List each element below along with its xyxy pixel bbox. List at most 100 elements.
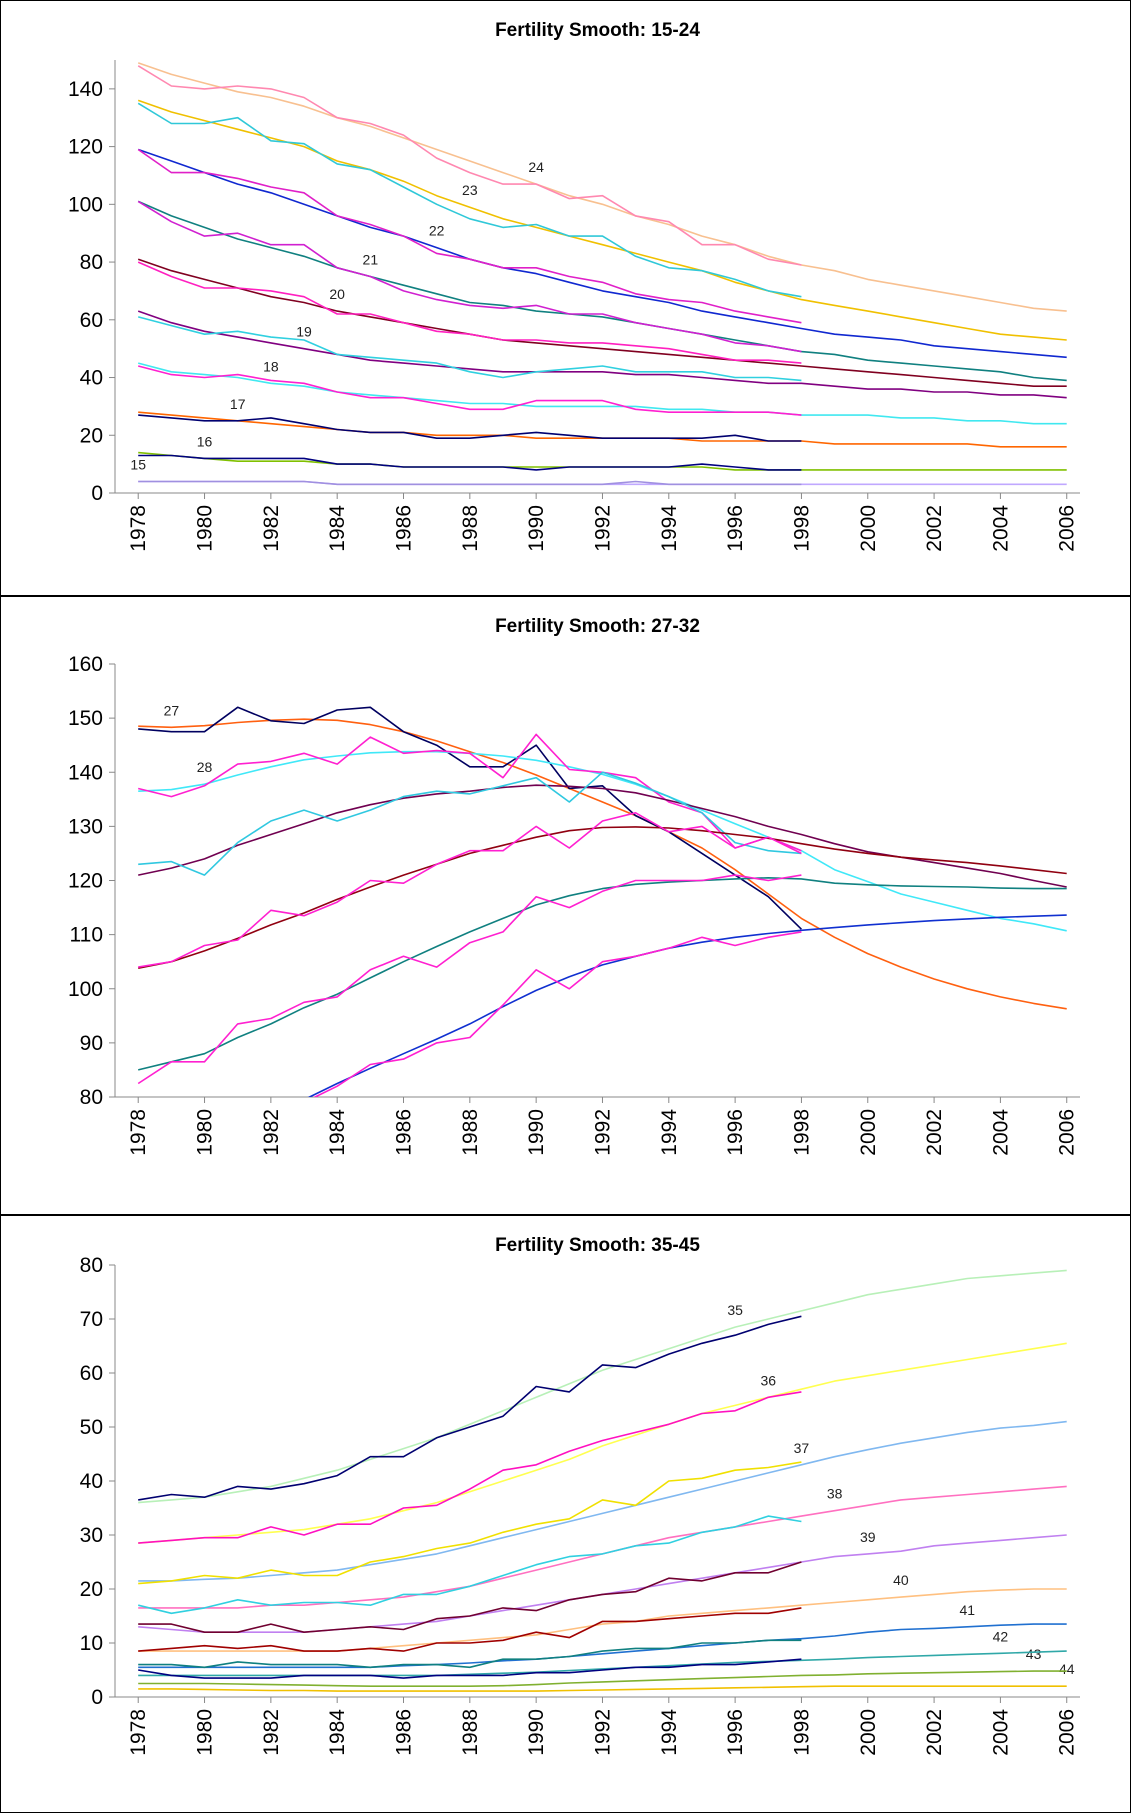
series-line: [137, 365, 802, 416]
y-tick-label: 20: [80, 1578, 103, 1601]
y-tick-label: 110: [70, 924, 103, 947]
series-line: [138, 1607, 802, 1652]
y-tick-label: 50: [80, 1416, 103, 1439]
x-tick-label: 1990: [525, 1109, 548, 1156]
x-tick-label: 1988: [459, 1709, 482, 1756]
y-tick-label: 80: [80, 251, 103, 274]
plot-lines: [138, 1269, 1067, 1692]
series-line: [138, 454, 802, 471]
plot-lines: [137, 706, 1067, 1097]
panel-border: [0, 596, 1131, 1215]
series-label: 22: [429, 223, 445, 239]
chart-title: Fertility Smooth: 35-45: [495, 1235, 700, 1256]
series-line: [138, 1658, 802, 1679]
series-line: [137, 102, 802, 298]
x-tick-label: 1982: [260, 1709, 283, 1756]
x-tick-label: 1990: [525, 505, 548, 552]
y-tick-label: 0: [91, 482, 103, 505]
series-line: [138, 1639, 802, 1669]
x-tick-label: 1992: [591, 505, 614, 552]
x-tick-label: 1998: [790, 505, 813, 552]
x-tick-label: 1986: [393, 505, 416, 552]
series-label: 17: [230, 396, 246, 412]
series-label: 35: [727, 1302, 743, 1318]
series-line: [137, 65, 802, 266]
x-tick-label: 1978: [127, 1109, 150, 1156]
x-tick-label: 1984: [326, 1109, 349, 1156]
y-tick-label: 140: [68, 761, 103, 784]
series-label: 36: [760, 1372, 776, 1388]
y-tick-label: 60: [80, 1362, 103, 1385]
y-tick-label: 0: [91, 1686, 103, 1709]
y-tick-label: 160: [68, 653, 103, 676]
y-tick-label: 90: [80, 1032, 103, 1055]
series-label: 38: [827, 1486, 843, 1502]
x-tick-label: 1978: [127, 1709, 150, 1756]
y-tick-label: 100: [68, 978, 103, 1001]
x-tick-label: 1982: [260, 1109, 283, 1156]
x-tick-label: 1978: [127, 505, 150, 552]
series-line: [138, 1391, 802, 1544]
y-tick-label: 40: [80, 1470, 103, 1493]
x-tick-label: 2006: [1056, 1109, 1079, 1156]
x-tick-label: 1998: [790, 1109, 813, 1156]
x-tick-label: 2006: [1056, 1709, 1079, 1756]
series-line: [138, 1342, 1067, 1544]
x-tick-label: 1990: [525, 1709, 548, 1756]
x-tick-label: 2002: [923, 1709, 946, 1756]
x-tick-label: 1994: [658, 1109, 681, 1156]
series-line: [137, 200, 802, 353]
x-tick-label: 1992: [591, 1109, 614, 1156]
x-tick-label: 1992: [591, 1709, 614, 1756]
y-tick-label: 80: [80, 1254, 103, 1277]
series-label: 18: [263, 358, 279, 374]
series-line: [137, 148, 802, 324]
series-line: [138, 1685, 1067, 1692]
x-tick-label: 2000: [857, 1109, 880, 1156]
x-tick-label: 1996: [724, 1709, 747, 1756]
panel-border: [0, 1215, 1131, 1813]
series-line: [138, 1650, 1067, 1677]
series-line: [138, 771, 802, 876]
series-line: [137, 261, 802, 364]
x-tick-label: 2002: [923, 505, 946, 552]
x-tick-label: 1984: [326, 505, 349, 552]
series-label: 28: [197, 759, 213, 775]
series-line: [307, 914, 1067, 1097]
series-line: [138, 1534, 1067, 1633]
panel-border: [0, 0, 1131, 596]
chart-panel: Fertility Smooth: 15-24 0 20 40 60 80 100 120 14…: [0, 0, 1131, 596]
y-tick-label: 120: [68, 870, 103, 893]
series-label: 41: [959, 1602, 975, 1618]
y-tick-label: 70: [80, 1308, 103, 1331]
x-tick-label: 1996: [724, 1109, 747, 1156]
x-tick-label: 1980: [194, 1709, 217, 1756]
series-label: 16: [197, 433, 213, 449]
x-tick-label: 1994: [658, 505, 681, 552]
y-tick-label: 30: [80, 1524, 103, 1547]
series-line: [138, 1561, 802, 1633]
series-line: [137, 99, 1067, 341]
series-line: [138, 706, 802, 930]
y-tick-label: 130: [68, 815, 103, 838]
series-line: [138, 480, 802, 486]
series-line: [313, 931, 802, 1097]
series-line: [138, 1461, 802, 1585]
chart-panel: Fertility Smooth: 35-45 0 10 20 30 40 50 60 70 80…: [0, 1215, 1131, 1813]
series-line: [138, 1670, 1067, 1687]
series-line: [138, 750, 1067, 932]
x-tick-label: 2004: [989, 1109, 1012, 1156]
y-tick-label: 40: [80, 367, 103, 390]
series-label: 21: [363, 252, 379, 268]
x-tick-label: 2004: [989, 1709, 1012, 1756]
series-line: [138, 1588, 1067, 1652]
series-line: [138, 414, 802, 442]
series-label: 43: [1026, 1646, 1042, 1662]
x-tick-label: 2000: [857, 505, 880, 552]
y-tick-label: 10: [80, 1632, 103, 1655]
chart-panel: Fertility Smooth: 27-32 80 90 100 110 120 130 1…: [0, 596, 1131, 1215]
series-line: [138, 1515, 802, 1615]
y-tick-label: 120: [68, 136, 103, 159]
series-line: [138, 812, 802, 968]
